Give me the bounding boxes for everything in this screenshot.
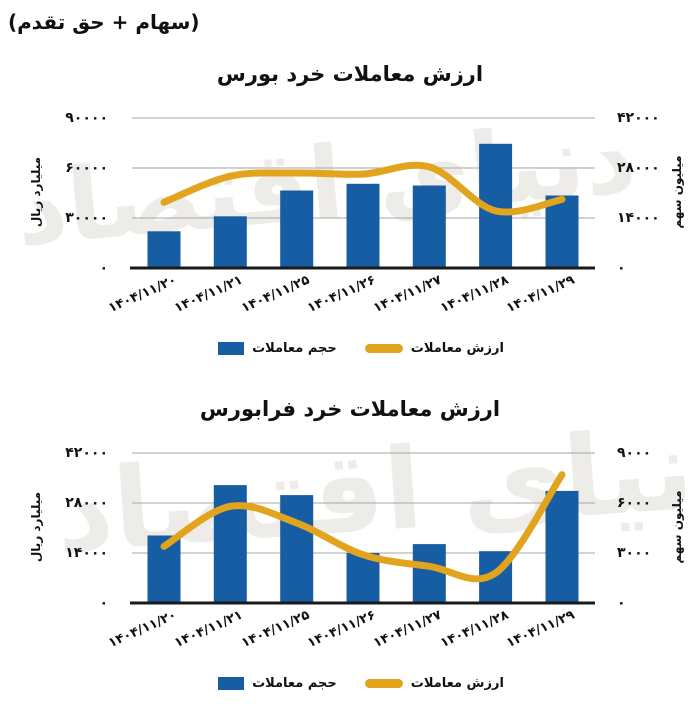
volume-legend-label: حجم معاملات [252, 341, 337, 356]
x-axis-date-label: ۱۴۰۴/۱۱/۲۹ [504, 607, 578, 652]
chart-title: ارزش معاملات خرد فرابورس [199, 397, 501, 421]
legend: حجم معاملات ارزش معاملات [132, 676, 590, 691]
left-axis-title: میلیارد ریال [29, 156, 43, 228]
volume-legend-label: حجم معاملات [252, 676, 337, 691]
value-legend-label: ارزش معاملات [410, 676, 504, 691]
x-axis-date-label: ۱۴۰۴/۱۱/۲۶ [305, 272, 379, 317]
x-axis-date-label: ۱۴۰۴/۱۱/۲۹ [504, 272, 578, 317]
legend: حجم معاملات ارزش معاملات [132, 341, 590, 356]
left-axis-tick: ۰ [99, 260, 108, 276]
chart-section-bourse: ارزش معاملات خرد بورس ۹۰۰۰۰ ۶۰۰۰۰ ۳۰۰۰۰ … [0, 60, 700, 372]
page-subtitle: (سهام + حق تقدم) [8, 10, 200, 34]
volume-bar [412, 185, 446, 268]
right-axis-tick: ۲۸۰۰۰ [617, 160, 660, 176]
right-axis-tick: ۹۰۰۰ [617, 445, 652, 461]
chart-section-farabourse: ارزش معاملات خرد فرابورس ۴۲۰۰۰ ۲۸۰۰۰ ۱۴۰… [0, 395, 700, 707]
x-axis-date-label: ۱۴۰۴/۱۱/۲۸ [438, 607, 512, 652]
x-axis-date-label: ۱۴۰۴/۱۱/۲۷ [371, 607, 445, 652]
volume-bar [545, 195, 579, 268]
right-axis-tick: ۱۴۰۰۰ [617, 210, 660, 226]
right-axis-tick: ۶۰۰۰ [617, 495, 652, 511]
left-axis-tick: ۰ [99, 595, 108, 611]
volume-bar [147, 231, 181, 268]
chart-title: ارزش معاملات خرد بورس [216, 62, 484, 86]
right-axis-title: میلیون سهم [670, 155, 684, 229]
right-axis-title: میلیون سهم [670, 490, 684, 564]
right-axis-tick: ۰ [617, 595, 626, 611]
volume-series-swatch [218, 342, 245, 355]
left-axis-tick: ۳۰۰۰۰ [65, 210, 108, 226]
x-axis-date-label: ۱۴۰۴/۱۱/۲۶ [305, 607, 379, 652]
x-axis-date-label: ۱۴۰۴/۱۱/۲۰ [106, 272, 180, 317]
value-legend-label: ارزش معاملات [410, 341, 504, 356]
x-axis-date-label: ۱۴۰۴/۱۱/۲۰ [106, 607, 180, 652]
x-axis-date-label: ۱۴۰۴/۱۱/۲۷ [371, 272, 445, 317]
value-line [160, 471, 566, 583]
left-axis-title: میلیارد ریال [29, 491, 43, 563]
volume-bar [545, 490, 579, 603]
value-line [160, 161, 566, 216]
x-axis-date-label: ۱۴۰۴/۱۱/۲۵ [239, 607, 313, 652]
x-axis-date-label: ۱۴۰۴/۱۱/۲۵ [239, 272, 313, 317]
volume-bar [346, 553, 380, 603]
left-axis-tick: ۹۰۰۰۰ [65, 110, 108, 126]
right-axis-tick: ۴۲۰۰۰ [617, 110, 660, 126]
value-series-swatch [364, 344, 403, 353]
left-axis-tick: ۲۸۰۰۰ [65, 495, 108, 511]
left-axis-tick: ۶۰۰۰۰ [65, 160, 108, 176]
x-axis-date-label: ۱۴۰۴/۱۱/۲۸ [438, 272, 512, 317]
chart-plot [130, 452, 595, 605]
left-axis-tick: ۱۴۰۰۰ [65, 545, 108, 561]
volume-bar [213, 216, 247, 268]
right-axis-tick: ۳۰۰۰ [617, 545, 652, 561]
volume-series-swatch [218, 677, 245, 690]
x-axis-date-label: ۱۴۰۴/۱۱/۲۱ [172, 272, 246, 317]
volume-bar [412, 544, 446, 603]
left-axis-tick: ۴۲۰۰۰ [65, 445, 108, 461]
volume-bar [280, 190, 314, 268]
x-axis-date-label: ۱۴۰۴/۱۱/۲۱ [172, 607, 246, 652]
chart-plot [130, 117, 595, 270]
value-series-swatch [364, 679, 403, 688]
volume-bar [346, 183, 380, 268]
right-axis-tick: ۰ [617, 260, 626, 276]
volume-bar [280, 495, 314, 603]
